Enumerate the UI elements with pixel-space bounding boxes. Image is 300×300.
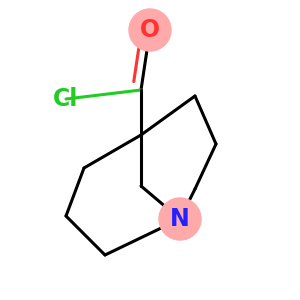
Text: O: O — [140, 18, 160, 42]
Text: N: N — [170, 207, 190, 231]
Circle shape — [129, 9, 171, 51]
Text: Cl: Cl — [53, 87, 79, 111]
Circle shape — [159, 198, 201, 240]
